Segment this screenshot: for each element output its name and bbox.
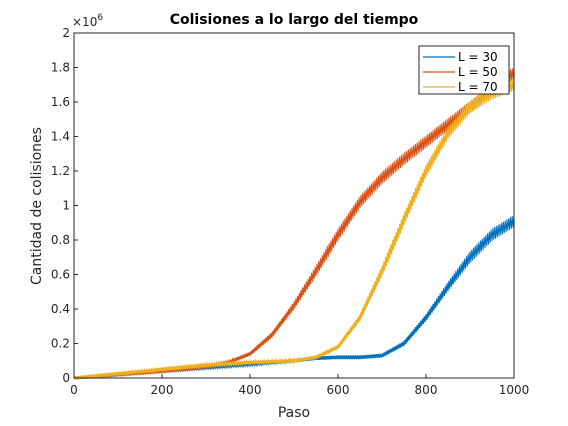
legend: L = 30L = 50L = 70 [419,46,509,94]
y-tick-label: 1.6 [51,95,70,109]
y-tick-label: 1.8 [51,61,70,75]
y-tick-label: 2 [62,26,70,40]
y-tick-label: 1.2 [51,164,70,178]
y-tick-label: 0 [62,371,70,385]
x-tick-label: 0 [70,383,78,397]
y-tick-label: 1.4 [51,130,70,144]
y-multiplier-base: ×10 [72,15,97,29]
y-multiplier-exponent: 6 [97,13,103,23]
chart-title: Colisiones a lo largo del tiempo [170,12,419,28]
y-tick-label: 0.4 [51,302,70,316]
legend-label: L = 50 [458,65,498,79]
y-tick-label: 1 [62,199,70,213]
y-tick-label: 0.6 [51,268,70,282]
x-tick-label: 800 [415,383,438,397]
x-tick-label: 200 [151,383,174,397]
x-tick-label: 600 [327,383,350,397]
x-axis-title: Paso [278,405,310,421]
legend-items: L = 30L = 50L = 70 [423,50,498,94]
x-tick-label: 1000 [499,383,530,397]
legend-label: L = 70 [458,80,498,94]
legend-label: L = 30 [458,50,498,64]
x-tick-label: 400 [239,383,262,397]
y-axis-title: Cantidad de colisiones [29,127,45,285]
y-tick-label: 0.8 [51,233,70,247]
y-tick-label: 0.2 [51,337,70,351]
